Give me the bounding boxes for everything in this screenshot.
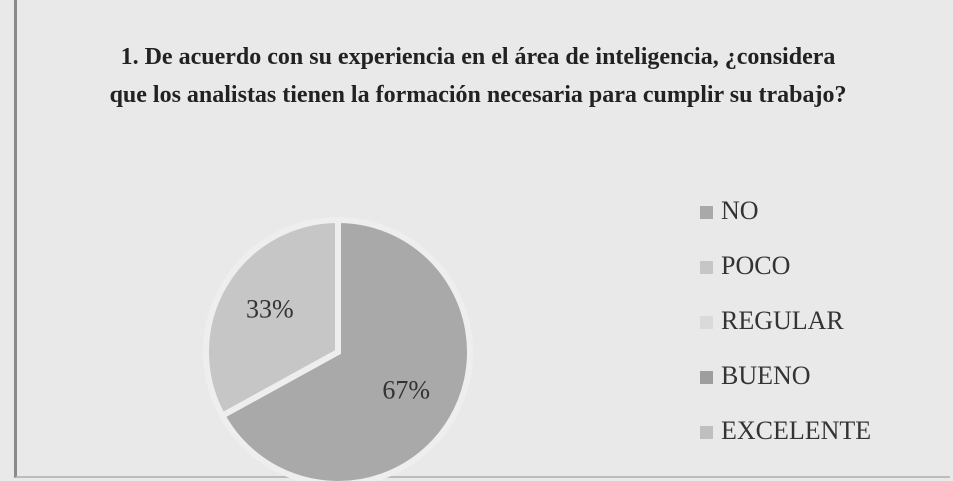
legend-label: EXCELENTE	[721, 416, 871, 445]
legend-label: NO	[721, 196, 759, 225]
pie-slice	[218, 216, 473, 481]
legend-swatch	[700, 261, 713, 274]
legend-swatch	[700, 316, 713, 329]
data-label: 33%	[246, 295, 294, 324]
chart-frame	[14, 0, 950, 478]
legend-label: BUENO	[721, 361, 811, 390]
legend-swatch	[700, 371, 713, 384]
data-label: 67%	[382, 375, 430, 404]
legend-label: REGULAR	[721, 306, 844, 335]
legend-label: POCO	[721, 251, 790, 280]
chart-title: 1. De acuerdo con su experiencia en el á…	[109, 44, 847, 108]
legend-swatch	[700, 206, 713, 219]
legend-swatch	[700, 426, 713, 439]
pie-slice	[203, 216, 341, 420]
